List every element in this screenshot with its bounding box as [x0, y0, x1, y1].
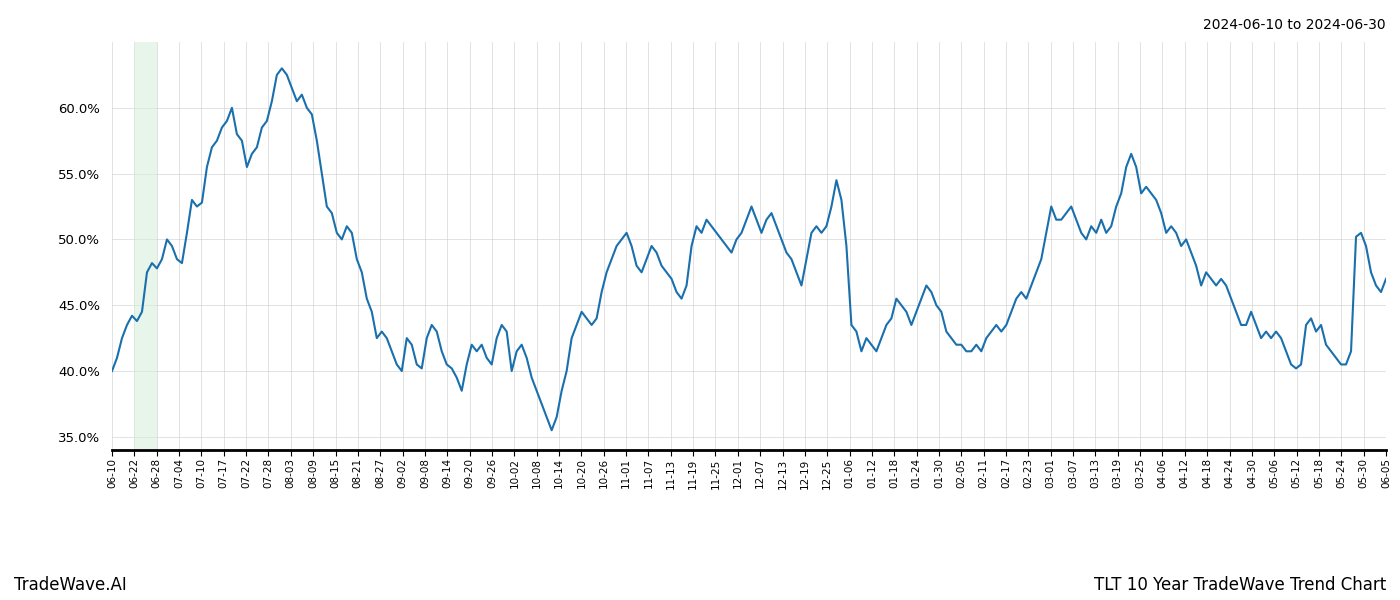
Bar: [134, 42, 157, 450]
Text: TLT 10 Year TradeWave Trend Chart: TLT 10 Year TradeWave Trend Chart: [1093, 576, 1386, 594]
Text: TradeWave.AI: TradeWave.AI: [14, 576, 127, 594]
Text: 2024-06-10 to 2024-06-30: 2024-06-10 to 2024-06-30: [1204, 18, 1386, 32]
